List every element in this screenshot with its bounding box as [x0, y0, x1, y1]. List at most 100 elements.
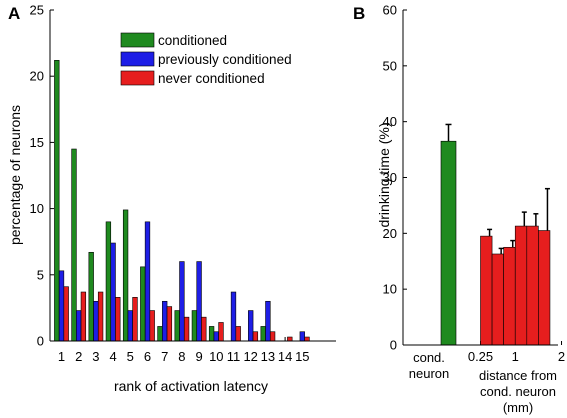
panel-a-legend-swatch-conditioned — [120, 32, 155, 48]
panel-a-y-tick-label: 0 — [37, 334, 44, 349]
panel-a-x-tick-label: 10 — [209, 349, 223, 364]
panel-b-distance-bar-6 — [538, 230, 551, 346]
panel-a-bar-never-conditioned-12 — [252, 331, 259, 342]
panel-a-bar-never-conditioned-13 — [269, 331, 276, 342]
panel-a-letter: A — [8, 4, 20, 23]
panel-a-bar-previously-conditioned-7 — [162, 300, 168, 342]
panel-a-bar-conditioned-1 — [54, 60, 60, 342]
panel-b-y-tick-label: 10 — [383, 282, 397, 297]
panel-a-bar-conditioned-2 — [71, 148, 77, 342]
panel-b-x-tick-label: 0.25 — [468, 349, 493, 364]
panel-a-bar-never-conditioned-8 — [183, 316, 190, 342]
panel-a-bar-never-conditioned-9 — [201, 316, 207, 342]
panel-b-y-tick-label: 50 — [383, 58, 397, 73]
panel-a-bar-never-conditioned-4 — [115, 297, 121, 342]
panel-a-legend-label-previously-conditioned: previously conditioned — [158, 52, 292, 67]
panel-b-cond-neuron-label-line: cond. — [413, 350, 445, 365]
panel-b-distance-bar-4 — [514, 225, 528, 346]
panel-a: A percentage of neurons rank of activati… — [7, 3, 336, 394]
panel-a-bar-never-conditioned-1 — [63, 286, 69, 342]
panel-a-bar-conditioned-4 — [105, 221, 112, 342]
panel-b-distance-bar-1 — [480, 235, 493, 346]
panel-b-x-tick-label: 1 — [512, 349, 519, 364]
panel-a-bar-previously-conditioned-13 — [265, 300, 271, 342]
panel-a-bar-previously-conditioned-6 — [144, 221, 151, 342]
panel-a-y-tick-label: 20 — [30, 69, 44, 84]
panel-a-bar-previously-conditioned-8 — [179, 261, 185, 342]
panel-a-legend-label-never-conditioned: never conditioned — [158, 71, 265, 86]
panel-a-y-ticks: 0 5 10 15 20 25 — [30, 3, 54, 349]
panel-a-bar-previously-conditioned-4 — [110, 242, 116, 342]
panel-b-y-ticks: 0 10 20 30 40 50 60 — [383, 3, 407, 353]
panel-a-bar-conditioned-13 — [260, 326, 266, 342]
panel-a-bar-never-conditioned-15 — [304, 336, 310, 342]
panel-a-x-tick-label: 15 — [295, 349, 309, 364]
panel-a-bar-previously-conditioned-12 — [248, 310, 254, 342]
panel-a-x-tick-label: 6 — [144, 349, 151, 364]
panel-a-x-tick-label: 5 — [127, 349, 134, 364]
panel-b-letter: B — [353, 4, 365, 23]
panel-a-bar-never-conditioned-3 — [97, 291, 104, 342]
panel-a-x-tick-label: 11 — [227, 349, 241, 364]
panel-a-bar-previously-conditioned-10 — [213, 331, 219, 342]
panel-b-x-tick-label: 2 — [558, 349, 565, 364]
panel-b-y-tick-label: 20 — [383, 226, 397, 241]
panel-a-bar-conditioned-7 — [157, 326, 163, 342]
panel-a-bar-previously-conditioned-2 — [76, 310, 82, 342]
panel-a-bar-previously-conditioned-1 — [58, 270, 65, 342]
panel-a-bar-previously-conditioned-3 — [93, 300, 99, 342]
panel-b-y-tick-label: 40 — [383, 114, 397, 129]
panel-a-bar-conditioned-8 — [174, 310, 180, 342]
panel-b-y-tick-label: 0 — [390, 338, 397, 353]
panel-b: B drinking time (%) 0 10 20 30 40 50 60 0.25 1 2… — [353, 3, 565, 416]
panel-a-bar-never-conditioned-14 — [287, 336, 293, 342]
panel-a-y-axis-label: percentage of neurons — [7, 105, 23, 245]
panel-b-x-axis-label-line: (mm) — [503, 400, 533, 415]
panel-a-legend: conditioned previously conditioned never c… — [120, 32, 292, 86]
panel-b-x-axis-label-line: cond. neuron — [480, 384, 556, 399]
panel-a-bars — [54, 60, 310, 342]
panel-a-x-axis-label: rank of activation latency — [114, 378, 268, 394]
panel-a-legend-swatch-previously-conditioned — [120, 51, 155, 67]
panel-a-x-tick-label: 3 — [92, 349, 99, 364]
panel-b-y-tick-label: 60 — [383, 3, 397, 18]
panel-a-bar-conditioned-10 — [208, 326, 215, 342]
panel-a-bar-conditioned-5 — [122, 209, 129, 342]
panel-a-y-tick-label: 15 — [30, 135, 44, 150]
panel-a-bar-conditioned-6 — [140, 266, 146, 342]
panel-a-axes — [49, 10, 336, 342]
panel-a-bar-never-conditioned-7 — [166, 306, 173, 342]
panel-a-y-tick-label: 10 — [30, 201, 44, 216]
panel-b-y-axis-label: drinking time (%) — [376, 122, 392, 227]
panel-b-bars — [440, 123, 551, 346]
panel-a-legend-label-conditioned: conditioned — [158, 33, 227, 48]
panel-a-bar-conditioned-3 — [88, 251, 94, 342]
panel-a-x-tick-label: 12 — [243, 349, 257, 364]
panel-a-bar-previously-conditioned-9 — [196, 261, 202, 342]
panel-b-x-axis-label-line: distance from — [479, 368, 557, 383]
panel-b-distance-bar-3 — [503, 246, 516, 346]
panel-a-bar-never-conditioned-11 — [235, 326, 241, 342]
panel-a-bar-previously-conditioned-11 — [230, 291, 237, 342]
panel-b-axes — [402, 10, 558, 346]
panel-a-y-tick-label: 5 — [37, 267, 44, 282]
panel-b-cond-neuron-label-line: neuron — [409, 366, 449, 381]
panel-a-bar-never-conditioned-5 — [132, 297, 138, 342]
panel-b-distance-bar-5 — [526, 225, 539, 346]
panel-a-x-tick-label: 9 — [195, 349, 202, 364]
panel-a-bar-previously-conditioned-5 — [127, 310, 133, 342]
panel-a-x-tick-label: 1 — [58, 349, 65, 364]
panel-b-distance-bar-2 — [491, 253, 504, 346]
panel-a-bar-never-conditioned-2 — [80, 291, 87, 342]
panel-a-bar-never-conditioned-6 — [149, 310, 155, 342]
panel-a-x-tick-label: 2 — [75, 349, 82, 364]
panel-a-x-tick-label: 14 — [278, 349, 292, 364]
panel-a-x-tick-label: 13 — [261, 349, 275, 364]
panel-a-bar-previously-conditioned-15 — [299, 331, 305, 342]
panel-a-legend-swatch-never-conditioned — [120, 70, 155, 86]
panel-a-x-tick-label: 7 — [161, 349, 168, 364]
panel-b-y-tick-label: 30 — [383, 170, 397, 185]
panel-b-cond-neuron-bar — [440, 140, 457, 346]
